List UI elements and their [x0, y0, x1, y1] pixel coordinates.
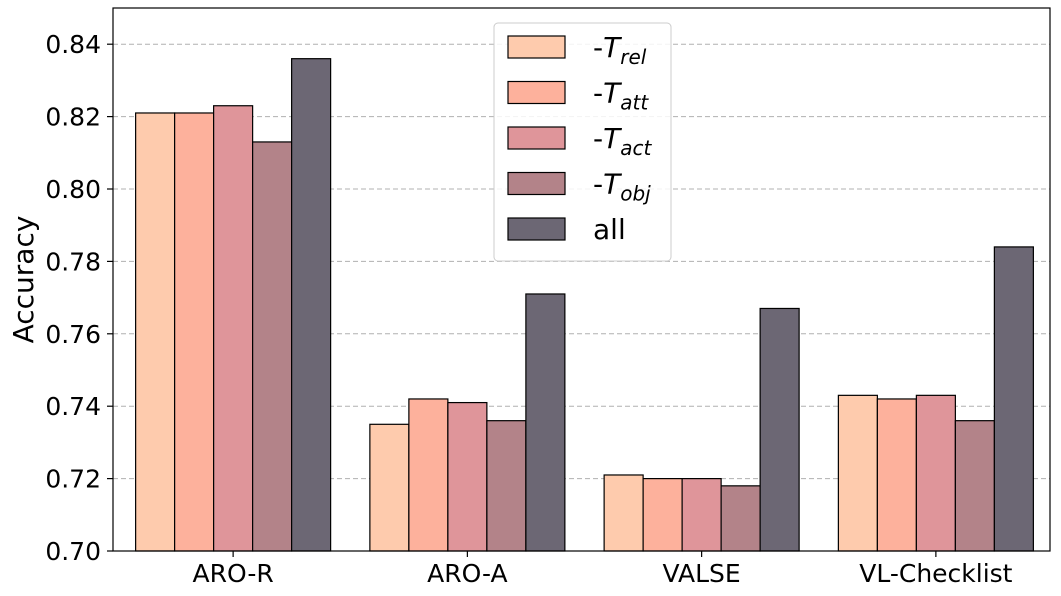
y-axis: 0.70 0.72 0.74 0.76 0.78 0.80 0.82 0.84 — [45, 30, 113, 566]
legend-swatch — [507, 80, 566, 105]
y-tick-label: 0.80 — [45, 175, 101, 204]
bar-vl-checklist-obj — [954, 420, 995, 552]
y-tick-label: 0.72 — [45, 465, 101, 494]
y-tick-label: 0.70 — [45, 537, 101, 566]
x-tick-label: ARO-R — [193, 559, 274, 588]
bars — [135, 58, 1034, 552]
bar-valse-act — [681, 478, 722, 552]
bar-aro-r-att — [174, 112, 215, 552]
y-tick-label: 0.82 — [45, 103, 101, 132]
legend-swatch — [507, 35, 566, 59]
legend-label: all — [593, 213, 626, 246]
legend: -Trel -Tatt -Tact -Tobj all — [493, 22, 672, 262]
legend-swatch — [507, 171, 566, 196]
bar-aro-a-rel — [369, 423, 410, 552]
bar-aro-a-obj — [486, 420, 527, 552]
bar-aro-a-all — [525, 293, 566, 552]
y-tick-label: 0.78 — [45, 247, 101, 276]
bar-aro-r-rel — [135, 112, 176, 552]
y-tick-label: 0.76 — [45, 320, 101, 349]
legend-swatch — [507, 217, 566, 241]
y-tick-label: 0.84 — [45, 30, 101, 59]
legend-label: -Trel — [593, 31, 647, 69]
bar-aro-r-obj — [252, 141, 293, 552]
x-axis: ARO-R ARO-A VALSE VL-Checklist — [193, 551, 1013, 588]
bar-aro-a-att — [408, 398, 449, 552]
legend-swatch — [507, 126, 566, 150]
x-tick-label: ARO-A — [427, 559, 507, 588]
bar-aro-r-act — [213, 105, 254, 552]
x-tick-label: VALSE — [663, 559, 741, 588]
bar-aro-a-act — [447, 401, 488, 552]
bar-valse-all — [759, 307, 800, 552]
legend-label: -Tobj — [593, 168, 651, 206]
legend-label: -Tatt — [593, 77, 649, 115]
y-axis-title: Accuracy — [7, 216, 40, 344]
plot-frame — [112, 7, 1051, 552]
bar-valse-obj — [720, 485, 761, 552]
bar-valse-att — [642, 478, 683, 552]
legend-label: -Tact — [593, 122, 652, 160]
bar-vl-checklist-act — [915, 394, 956, 552]
x-tick-label: VL-Checklist — [859, 559, 1012, 588]
y-tick-label: 0.74 — [45, 392, 101, 421]
bar-vl-checklist-att — [876, 398, 917, 552]
bar-aro-r-all — [291, 58, 332, 552]
bar-vl-checklist-all — [993, 246, 1034, 552]
bar-valse-rel — [603, 474, 644, 552]
bar-vl-checklist-rel — [837, 394, 878, 552]
